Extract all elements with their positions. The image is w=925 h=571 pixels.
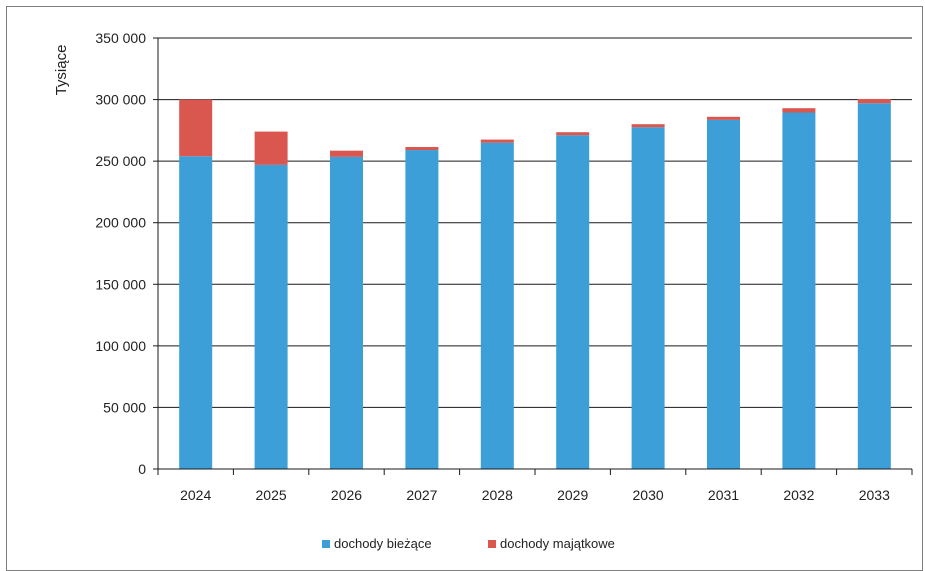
tick-labels: 0 50 000 100 000 150 000 200 000 250 000 300 0… [95, 30, 890, 503]
y-tick-label: 250 000 [95, 153, 146, 169]
x-tick-label: 2024 [180, 487, 211, 503]
y-tick-label: 150 000 [95, 276, 146, 292]
y-tick-label: 350 000 [95, 30, 146, 46]
bar-dochody-majatkowe [631, 124, 665, 128]
bar-dochody-biezace [782, 112, 816, 469]
chart-frame [6, 6, 923, 571]
bar-dochody-majatkowe [254, 131, 288, 165]
bar-dochody-majatkowe [556, 132, 590, 136]
x-tick-label: 2033 [859, 487, 890, 503]
legend: dochody bieżące dochody majątkowe [322, 536, 615, 551]
x-tick-label: 2025 [256, 487, 287, 503]
bar-dochody-majatkowe [405, 146, 439, 151]
y-tick-label: 200 000 [95, 215, 146, 231]
legend-swatch [488, 540, 496, 548]
x-tick-label: 2027 [406, 487, 437, 503]
y-tick-label: 50 000 [103, 399, 146, 415]
bar-dochody-majatkowe [480, 139, 514, 143]
bar-dochody-majatkowe [857, 98, 891, 104]
x-tick-label: 2026 [331, 487, 362, 503]
bar-dochody-majatkowe [782, 108, 816, 113]
bar-dochody-biezace [556, 135, 590, 470]
bar-dochody-majatkowe [179, 99, 213, 157]
x-tick-label: 2028 [482, 487, 513, 503]
bar-dochody-biezace [480, 142, 514, 469]
bar-dochody-biezace [330, 156, 363, 469]
y-tick-label: 300 000 [95, 92, 146, 108]
bar-dochody-biezace [405, 150, 439, 469]
axes [153, 37, 913, 475]
bar-dochody-biezace [707, 119, 740, 469]
legend-label: dochody bieżące [334, 536, 432, 551]
bar-dochody-majatkowe [330, 150, 363, 157]
legend-swatch [322, 540, 330, 548]
bar-dochody-biezace [254, 164, 288, 469]
bar-dochody-biezace [631, 127, 665, 470]
y-tick-label: 0 [138, 461, 146, 477]
bar-dochody-biezace [857, 103, 891, 469]
legend-label: dochody majątkowe [500, 536, 615, 551]
y-tick-label: 100 000 [95, 338, 146, 354]
bars [179, 98, 891, 470]
bar-dochody-majatkowe [707, 116, 740, 120]
x-tick-label: 2030 [633, 487, 664, 503]
y-axis-title: Tysiące [53, 45, 70, 96]
x-tick-label: 2032 [783, 487, 814, 503]
bar-dochody-biezace [179, 156, 213, 469]
x-tick-label: 2029 [557, 487, 588, 503]
x-tick-label: 2031 [708, 487, 739, 503]
